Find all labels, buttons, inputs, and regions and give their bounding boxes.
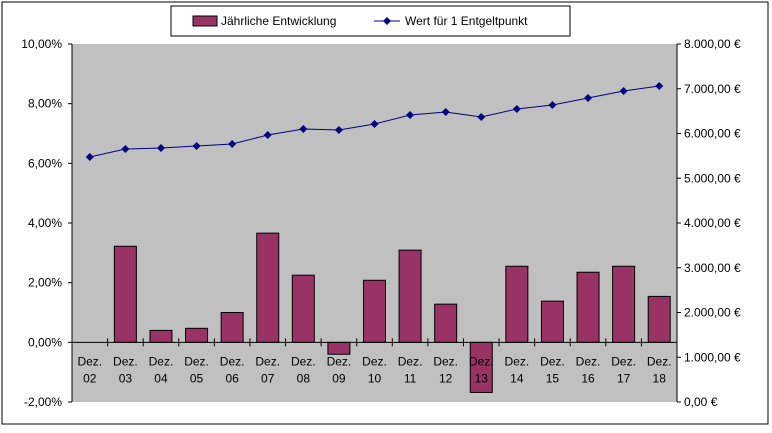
left-tick-label: 6,00% [28, 156, 62, 170]
line-marker [441, 108, 450, 117]
legend-diamond-marker [383, 17, 391, 25]
line-marker [370, 120, 379, 129]
right-tick-label: 3.000,00 € [684, 261, 741, 275]
bar [327, 341, 351, 355]
legend-bar-swatch [192, 15, 218, 27]
bar [256, 232, 280, 343]
left-tick-label: 4,00% [28, 216, 62, 230]
left-tick-label: 2,00% [28, 276, 62, 290]
line-marker [584, 94, 593, 103]
category-label-line1: Dez. [149, 354, 174, 368]
left-tick-label: 8,00% [28, 97, 62, 111]
category-label-line2: 11 [404, 371, 417, 385]
line-marker [121, 144, 130, 153]
category-label-line2: 14 [510, 371, 524, 385]
category-label-line1: Dez. [362, 354, 387, 368]
bar [363, 279, 386, 343]
bar [398, 249, 422, 343]
right-tick-label: 1.000,00 € [684, 350, 741, 364]
category-label-line2: 10 [368, 371, 382, 385]
category-label-line2: 03 [119, 371, 133, 385]
category-label-line1: Dez. [505, 354, 530, 368]
bar [505, 265, 529, 343]
left-tick-label: 10,00% [21, 37, 62, 51]
right-tick-label: 8.000,00 € [684, 37, 741, 51]
line-marker [334, 126, 343, 135]
category-label-line1: Dez. [255, 354, 280, 368]
bar [149, 329, 173, 343]
category-label-line2: 04 [154, 371, 168, 385]
category-label-line1: Dez. [611, 354, 636, 368]
left-tick-label: 0,00% [28, 335, 62, 349]
category-label-line1: Dez. [327, 354, 352, 368]
line-marker [228, 140, 237, 149]
legend-box [170, 5, 571, 37]
category-label-line1: Dez. [220, 354, 245, 368]
category-label-line2: 08 [297, 371, 311, 385]
bar [612, 265, 636, 343]
bar [185, 327, 209, 343]
legend: Jährliche Entwicklung Wert für 1 Entgelt… [170, 5, 571, 37]
category-label-line1: Dez. [291, 354, 316, 368]
category-label-line2: 15 [546, 371, 560, 385]
line-marker [192, 142, 201, 151]
line-marker [548, 100, 557, 109]
right-tick-label: 0,00 € [684, 395, 718, 409]
bar [647, 295, 671, 343]
legend-label-line: Wert für 1 Entgeltpunkt [405, 14, 528, 28]
category-label-line1: Dez. [113, 354, 138, 368]
right-tick-label: 7.000,00 € [684, 82, 741, 96]
category-label-line1: Dez. [540, 354, 565, 368]
category-label-line2: 18 [653, 371, 667, 385]
category-label-line2: 06 [225, 371, 239, 385]
category-label-line1: Dez. [576, 354, 601, 368]
right-tick-label: 6.000,00 € [684, 127, 741, 141]
category-label-line2: 09 [332, 371, 346, 385]
line-marker [299, 124, 308, 133]
line-marker [477, 112, 486, 121]
legend-label-bar: Jährliche Entwicklung [221, 14, 336, 28]
line-marker [406, 111, 415, 120]
right-tick-label: 2.000,00 € [684, 306, 741, 320]
left-tick-label: -2,00% [24, 395, 62, 409]
bar [434, 303, 458, 343]
category-label-line2: 17 [617, 371, 631, 385]
line-marker [85, 152, 94, 161]
category-label-line1: Dez. [184, 354, 209, 368]
category-label-line1: Dez. [433, 354, 458, 368]
line-marker [263, 131, 272, 140]
category-label-line1: Dez. [77, 354, 102, 368]
category-label-line1: Dez. [398, 354, 423, 368]
bar [540, 300, 564, 343]
category-label-line2: 05 [190, 371, 204, 385]
right-tick-label: 4.000,00 € [684, 216, 741, 230]
category-label-line2: 02 [83, 371, 97, 385]
category-label-line2: 12 [439, 371, 453, 385]
category-label-line2: 13 [475, 371, 489, 385]
bar [113, 245, 137, 343]
category-label-line2: 07 [261, 371, 275, 385]
line-marker [156, 143, 165, 152]
right-tick-label: 5.000,00 € [684, 171, 741, 185]
line-marker [655, 82, 664, 91]
category-label-line2: 16 [581, 371, 595, 385]
bar [576, 271, 600, 343]
line-marker [619, 86, 628, 95]
category-label-line1: Dez. [469, 354, 494, 368]
line-marker [512, 105, 521, 114]
bar [291, 274, 315, 343]
bar [220, 312, 244, 343]
category-label-line1: Dez. [647, 354, 672, 368]
